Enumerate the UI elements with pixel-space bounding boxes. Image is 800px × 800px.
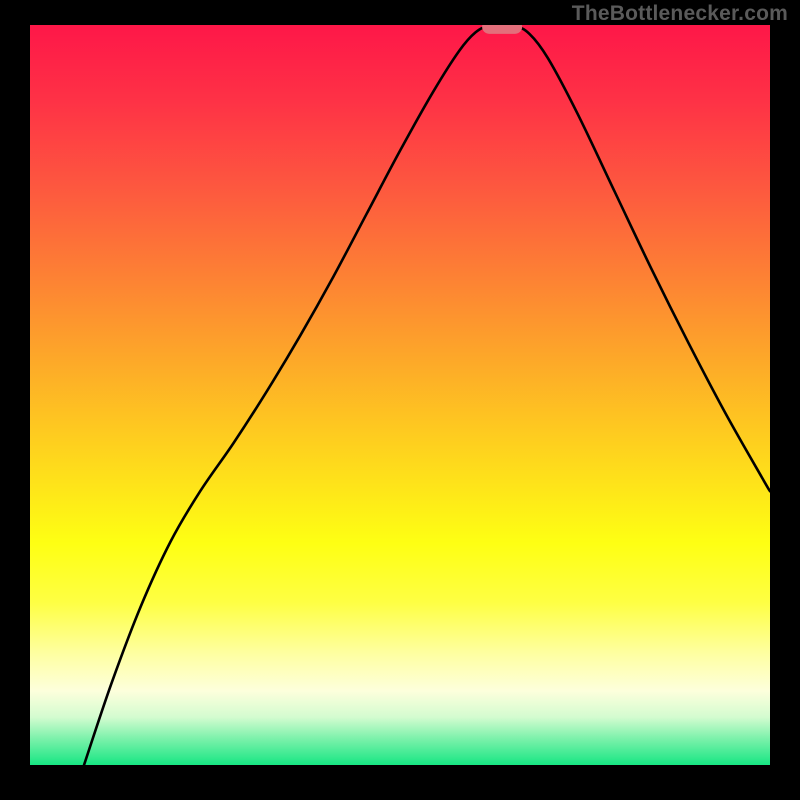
watermark-text: TheBottlenecker.com — [572, 2, 788, 26]
optimal-marker — [482, 20, 522, 34]
gradient-background — [30, 25, 770, 765]
bottleneck-chart — [0, 0, 800, 800]
chart-frame: { "watermark": { "text": "TheBottlenecke… — [0, 0, 800, 800]
